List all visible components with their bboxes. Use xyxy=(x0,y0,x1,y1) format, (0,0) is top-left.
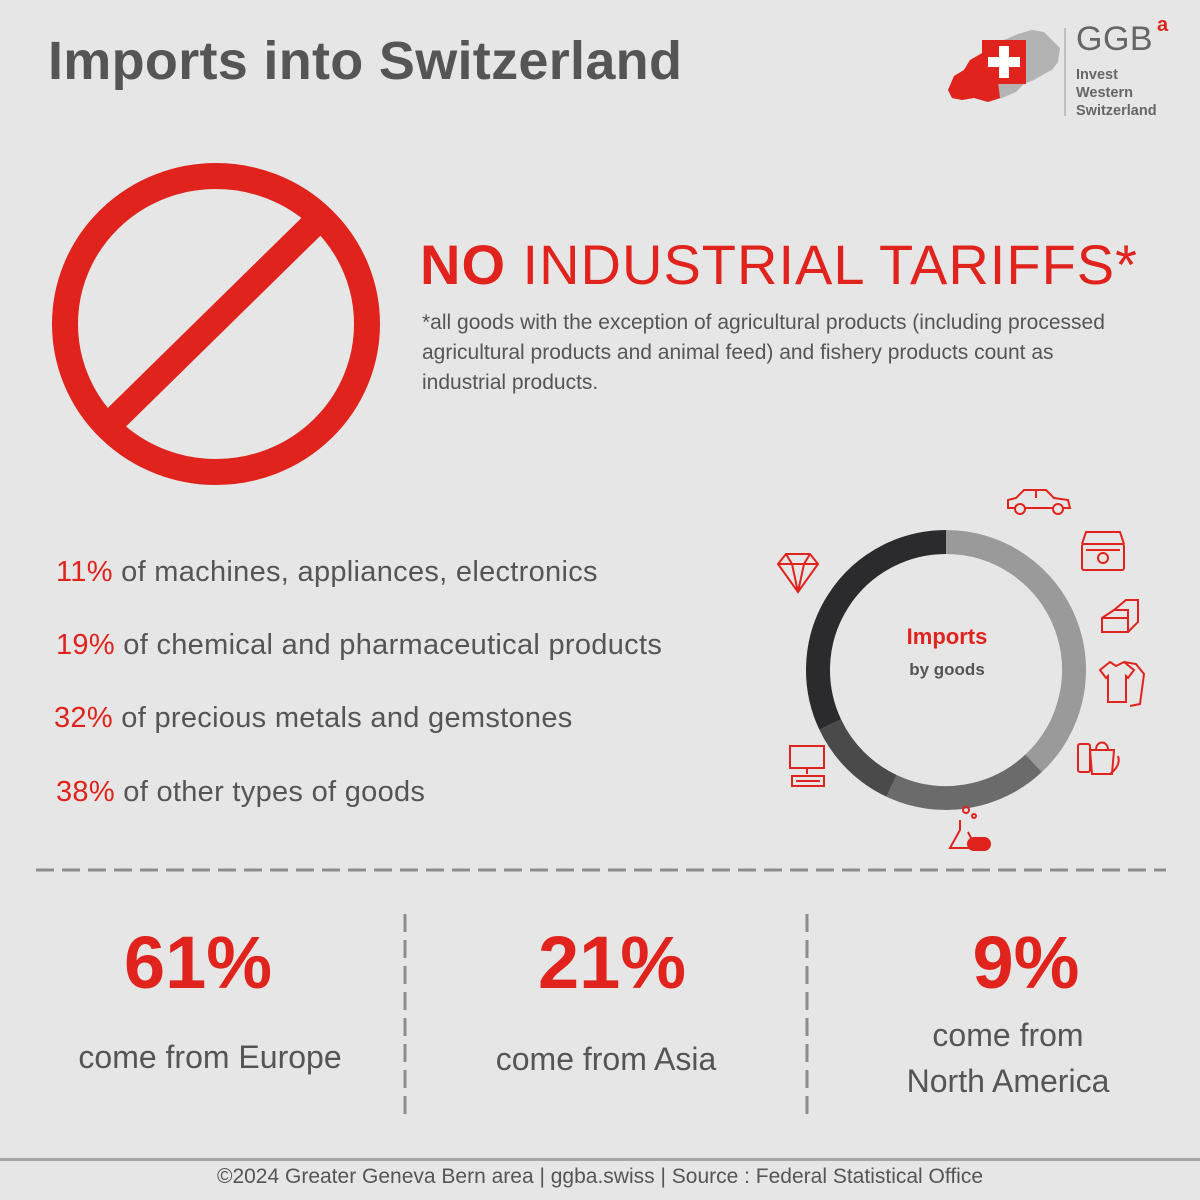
gold-bars-icon xyxy=(1101,599,1139,633)
list-item: 38% of other types of goods xyxy=(56,776,425,809)
section-divider xyxy=(36,868,1166,872)
donut-slice-other-types-of-goods xyxy=(945,530,1086,773)
logo-tagline-line: Western xyxy=(1076,85,1133,101)
goods-pct: 38% xyxy=(56,776,115,808)
tariffs-footnote: *all goods with the exception of agricul… xyxy=(422,311,1105,394)
donut-title: Imports xyxy=(906,624,988,649)
list-item: 32% of precious metals and gemstones xyxy=(54,702,573,735)
goods-label: of chemical and pharmaceutical products xyxy=(114,629,663,661)
donut-slice-machines-appliances-electronics xyxy=(819,719,897,797)
food-groceries-icon xyxy=(1077,741,1120,775)
headline-bold: NO xyxy=(420,233,506,296)
goods-label: of precious metals and gemstones xyxy=(112,702,573,734)
column-divider xyxy=(403,914,407,1114)
car-icon xyxy=(1007,489,1072,515)
logo-divider xyxy=(1064,28,1066,116)
clothing-icon xyxy=(1098,660,1146,707)
donut-slice-chemical-and-pharmaceutical-products xyxy=(886,754,1042,810)
logo-brand: GGB xyxy=(1076,20,1154,58)
donut-slice-precious-metals-and-gemstones xyxy=(806,530,947,730)
logo-tagline-line: Switzerland xyxy=(1076,103,1157,119)
footer-rule xyxy=(0,1158,1200,1161)
footer-credit: ©2024 Greater Geneva Bern area | ggba.sw… xyxy=(216,1165,984,1188)
tariffs-headline: NO INDUSTRIAL TARIFFS* xyxy=(420,232,1138,297)
ggba-logo xyxy=(940,18,1180,128)
list-item: 11% of machines, appliances, electronics xyxy=(56,556,598,589)
logo-superscript: a xyxy=(1157,14,1169,36)
north-america-label: come from North America xyxy=(828,1012,1188,1104)
logo-tagline: Invest Western Switzerland xyxy=(1076,66,1157,120)
prohibition-sign-icon xyxy=(52,163,380,485)
gemstone-icon xyxy=(776,553,820,594)
chemistry-pills-icon xyxy=(948,806,991,851)
column-divider xyxy=(805,914,809,1114)
computer-icon xyxy=(789,745,825,787)
asia-label: come from Asia xyxy=(426,1036,786,1082)
imports-donut-chart xyxy=(776,489,1146,851)
asia-share: 21% xyxy=(537,921,687,1004)
goods-pct: 11% xyxy=(56,556,113,588)
europe-share: 61% xyxy=(123,921,273,1004)
goods-pct: 32% xyxy=(54,702,113,734)
goods-pct: 19% xyxy=(56,629,115,661)
swiss-map-icon xyxy=(948,30,1060,102)
page-title: Imports into Switzerland xyxy=(48,31,683,91)
origin-label-line: North America xyxy=(906,1063,1110,1099)
origin-label-line: come from xyxy=(932,1017,1084,1053)
donut-subtitle: by goods xyxy=(909,660,985,679)
logo-tagline-line: Invest xyxy=(1076,67,1118,83)
headline-rest: INDUSTRIAL TARIFFS* xyxy=(506,233,1138,296)
origin-label-line: come from Asia xyxy=(495,1041,717,1077)
goods-label: of machines, appliances, electronics xyxy=(112,556,598,588)
europe-label: come from Europe xyxy=(30,1034,390,1080)
north-america-share: 9% xyxy=(972,921,1080,1004)
list-item: 19% of chemical and pharmaceutical produ… xyxy=(56,629,662,662)
goods-label: of other types of goods xyxy=(114,776,426,808)
jewelry-box-icon xyxy=(1081,531,1125,571)
origin-label-line: come from Europe xyxy=(78,1039,342,1075)
